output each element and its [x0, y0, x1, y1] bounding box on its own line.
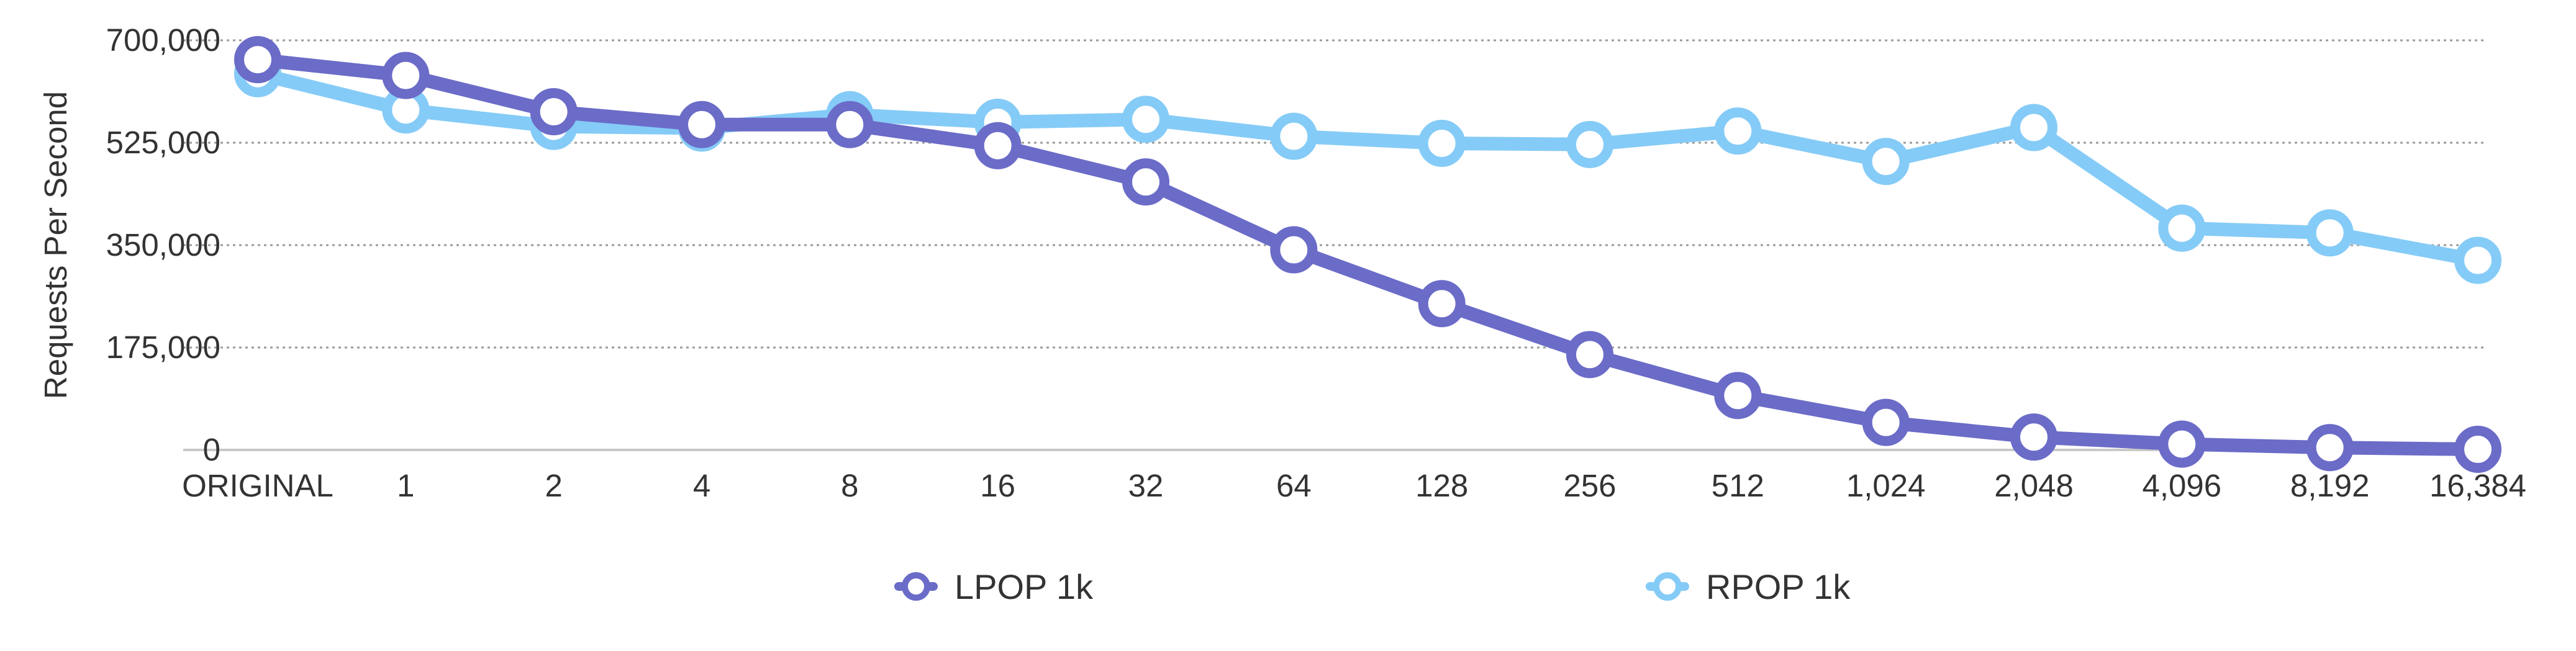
- series-line: [251, 66, 2485, 267]
- x-tick-label: 16,384: [2429, 468, 2526, 503]
- x-tick-label: 8,192: [2290, 468, 2370, 503]
- x-tick-label: 256: [1563, 468, 1616, 503]
- series-lpop-1k: [234, 36, 2501, 474]
- x-tick-label: ORIGINAL: [182, 468, 333, 503]
- data-point: [1418, 119, 1466, 167]
- y-tick-label: 175,000: [106, 330, 220, 365]
- legend-item-lpop-1k: LPOP 1k: [894, 567, 1094, 606]
- y-tick-label: 350,000: [106, 227, 220, 263]
- y-tick-label: 0: [203, 432, 220, 467]
- data-point: [1862, 398, 1910, 446]
- series-rpop-1k: [234, 50, 2501, 284]
- data-point: [1122, 96, 1169, 143]
- x-tick-label: 64: [1276, 468, 1312, 503]
- data-point: [2454, 426, 2501, 474]
- x-tick-label: 16: [980, 468, 1015, 503]
- data-point: [2454, 236, 2501, 284]
- data-point: [1714, 107, 1762, 155]
- series-line: [251, 53, 2485, 457]
- x-tick-label: 2,048: [1994, 468, 2074, 503]
- data-point: [678, 101, 725, 148]
- data-point: [2158, 204, 2206, 252]
- x-tick-label: 4,096: [2143, 468, 2222, 503]
- x-tick-label: 2: [545, 468, 562, 503]
- legend-label: RPOP 1k: [1706, 567, 1851, 606]
- data-point: [1566, 120, 1613, 168]
- y-tick-label: 525,000: [106, 125, 220, 160]
- x-tick-label: 8: [841, 468, 858, 503]
- data-point: [2158, 420, 2206, 468]
- data-point: [826, 101, 874, 148]
- data-point: [1862, 138, 1910, 186]
- data-point: [1122, 158, 1169, 206]
- y-axis-title: Requests Per Second: [38, 91, 73, 399]
- y-axis-ticks: 0 175,000 350,000 525,000 700,000: [106, 22, 220, 467]
- series-lines: [234, 36, 2501, 474]
- legend-marker-icon: [1653, 572, 1682, 601]
- data-point: [382, 52, 430, 99]
- data-point: [1270, 112, 1318, 160]
- x-tick-label: 128: [1415, 468, 1468, 503]
- y-tick-label: 700,000: [106, 22, 220, 58]
- x-tick-label: 512: [1712, 468, 1764, 503]
- x-axis-ticks: ORIGINAL 1 2 4 8 16 32 64 128 256 512 1,024 2,048 4,0…: [182, 468, 2526, 503]
- data-point: [1270, 226, 1318, 274]
- x-tick-label: 1,024: [1846, 468, 1926, 503]
- data-point: [1714, 372, 1762, 420]
- x-tick-label: 4: [693, 468, 710, 503]
- data-point: [2306, 209, 2354, 257]
- x-tick-label: 1: [397, 468, 414, 503]
- data-point: [2306, 424, 2354, 472]
- data-point: [1566, 331, 1613, 379]
- data-point: [2010, 104, 2057, 151]
- data-point: [2010, 413, 2057, 461]
- data-point: [234, 36, 281, 84]
- legend-label: LPOP 1k: [955, 567, 1094, 606]
- legend-item-rpop-1k: RPOP 1k: [1646, 567, 1851, 606]
- legend-marker-icon: [902, 572, 930, 601]
- data-point: [530, 88, 578, 136]
- x-tick-label: 32: [1128, 468, 1164, 503]
- data-point: [1418, 280, 1466, 328]
- data-point: [974, 122, 1022, 169]
- legend: LPOP 1k RPOP 1k: [894, 567, 1851, 606]
